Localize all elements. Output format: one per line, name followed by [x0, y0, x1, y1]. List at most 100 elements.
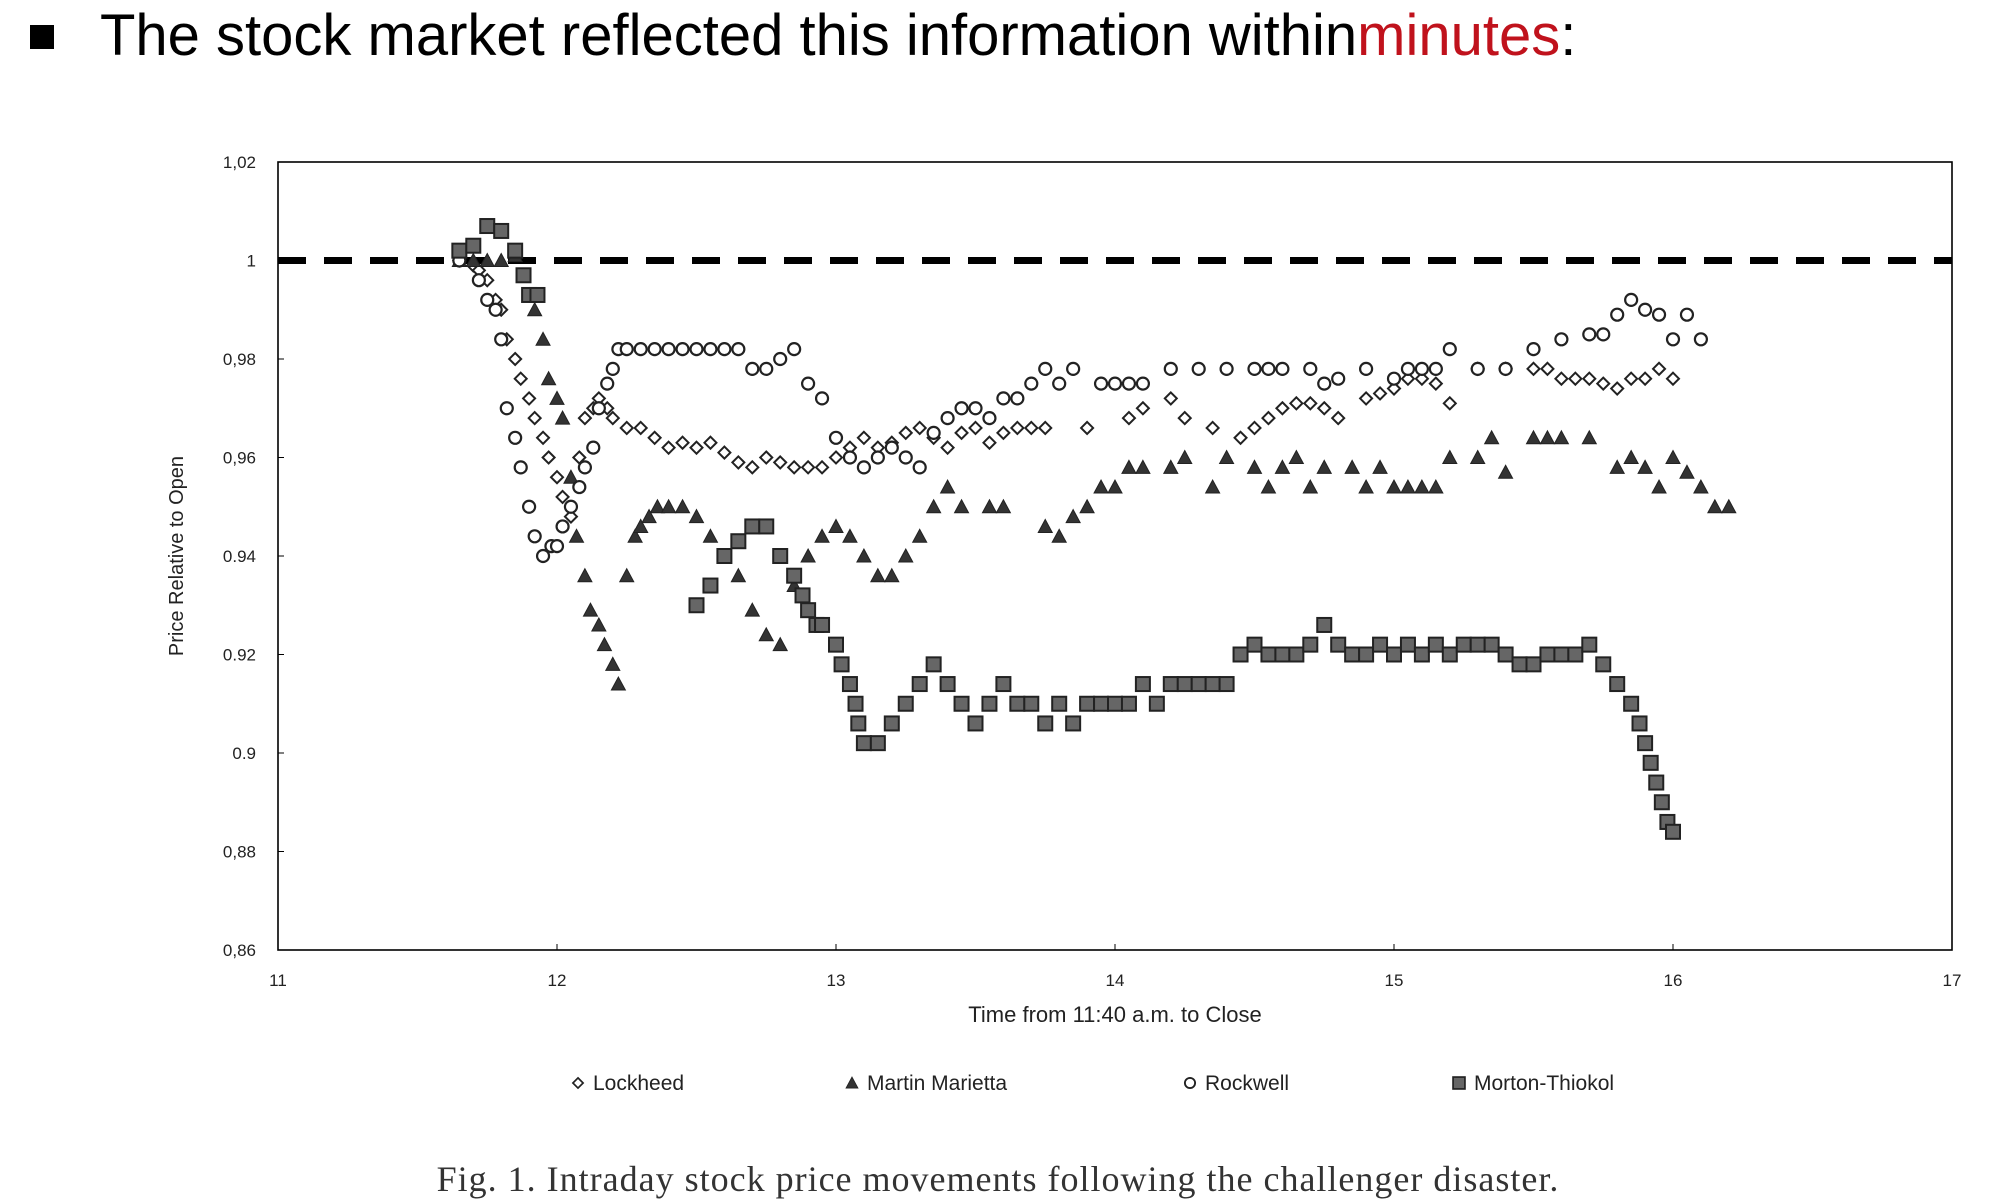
point-rockwell	[814, 391, 830, 406]
point-morton-thiokol	[1218, 676, 1235, 693]
point-rockwell	[600, 376, 615, 391]
point-rockwell	[494, 332, 509, 347]
point-martin-marietta	[641, 508, 657, 524]
x-tick-label: 11	[269, 971, 287, 990]
point-martin-marietta	[649, 498, 666, 514]
point-morton-thiokol	[1023, 695, 1040, 712]
square-bullet-icon	[30, 25, 54, 49]
point-lockheed	[940, 440, 956, 456]
point-martin-marietta	[1079, 498, 1095, 514]
point-morton-thiokol	[515, 267, 532, 284]
point-morton-thiokol	[1232, 646, 1249, 663]
point-rockwell	[591, 401, 606, 416]
point-martin-marietta	[618, 567, 635, 583]
point-rockwell	[577, 460, 593, 475]
figure-caption: Fig. 1. Intraday stock price movements f…	[436, 1159, 1560, 1199]
point-rockwell	[1624, 292, 1639, 307]
point-martin-marietta	[632, 518, 649, 533]
point-morton-thiokol	[847, 695, 864, 712]
point-lockheed	[1665, 371, 1681, 387]
point-martin-marietta	[1609, 459, 1626, 474]
point-martin-marietta	[493, 252, 510, 267]
point-rockwell	[1093, 376, 1109, 391]
point-rockwell	[1024, 376, 1039, 391]
point-rockwell	[1010, 391, 1025, 406]
point-rockwell	[563, 499, 579, 514]
point-rockwell	[1107, 376, 1123, 391]
point-lockheed	[744, 459, 760, 475]
point-morton-thiokol	[897, 695, 914, 712]
point-lockheed	[555, 489, 570, 505]
point-martin-marietta	[688, 508, 705, 524]
point-morton-thiokol	[1399, 636, 1416, 653]
point-rockwell	[1582, 327, 1597, 342]
point-lockheed	[1526, 361, 1541, 377]
point-martin-marietta	[1344, 459, 1360, 474]
point-martin-marietta	[554, 410, 571, 425]
point-morton-thiokol	[1107, 695, 1123, 712]
legend-item-martin-marietta: Martin Marietta	[845, 1072, 1007, 1095]
point-morton-thiokol	[953, 695, 970, 712]
legend-label-martin-marietta: Martin Marietta	[867, 1072, 1007, 1095]
point-morton-thiokol	[883, 715, 900, 732]
point-morton-thiokol	[730, 533, 747, 550]
point-lockheed	[758, 450, 774, 465]
point-rockwell	[1386, 371, 1402, 386]
point-morton-thiokol	[479, 218, 496, 235]
point-martin-marietta	[1679, 464, 1695, 479]
series-lockheed	[451, 253, 1681, 525]
x-tick-label: 17	[1943, 971, 1962, 990]
point-lockheed	[1247, 420, 1262, 436]
point-morton-thiokol	[1413, 646, 1430, 663]
point-martin-marietta	[1302, 478, 1319, 494]
point-rockwell	[982, 411, 997, 426]
point-rockwell	[488, 302, 503, 317]
point-martin-marietta	[1358, 478, 1374, 494]
point-lockheed	[521, 390, 537, 406]
point-morton-thiokol	[1553, 646, 1570, 663]
point-rockwell	[513, 460, 528, 475]
point-lockheed	[995, 425, 1011, 441]
point-rockwell	[480, 292, 495, 307]
legend-item-lockheed: Lockheed	[571, 1072, 684, 1095]
point-lockheed	[1288, 395, 1304, 411]
point-martin-marietta	[1400, 478, 1416, 494]
point-rockwell	[1526, 342, 1541, 357]
point-rockwell	[471, 273, 486, 288]
point-martin-marietta	[1162, 459, 1179, 474]
point-morton-thiokol	[1065, 715, 1082, 732]
point-martin-marietta	[568, 528, 585, 543]
point-martin-marietta	[883, 567, 900, 583]
point-martin-marietta	[1720, 498, 1737, 514]
point-lockheed	[982, 435, 997, 451]
point-lockheed	[1540, 361, 1555, 377]
point-morton-thiokol	[1302, 636, 1319, 653]
point-lockheed	[800, 459, 816, 475]
point-martin-marietta	[610, 675, 627, 691]
point-lockheed	[898, 425, 914, 441]
point-martin-marietta	[1037, 518, 1054, 533]
slide-headline: The stock market reflected this informat…	[30, 0, 1576, 70]
point-morton-thiokol	[1609, 676, 1626, 693]
x-tick-label: 12	[548, 971, 567, 990]
point-morton-thiokol	[1372, 636, 1389, 653]
point-rockwell	[605, 361, 620, 376]
point-rockwell	[1219, 361, 1234, 376]
point-martin-marietta	[1260, 478, 1277, 494]
point-lockheed	[1358, 390, 1374, 406]
point-lockheed	[954, 425, 969, 441]
point-martin-marietta	[591, 616, 607, 632]
point-rockwell	[1428, 361, 1443, 376]
point-lockheed	[1261, 410, 1276, 426]
point-lockheed	[619, 420, 635, 436]
x-tick-label: 15	[1385, 971, 1404, 990]
point-rockwell	[1052, 376, 1067, 391]
point-rockwell	[661, 342, 676, 357]
point-morton-thiokol	[1539, 646, 1556, 663]
point-martin-marietta	[1623, 449, 1639, 464]
point-morton-thiokol	[1288, 646, 1305, 663]
point-morton-thiokol	[841, 676, 858, 693]
point-rockwell	[675, 342, 690, 357]
point-lockheed	[1581, 371, 1597, 387]
